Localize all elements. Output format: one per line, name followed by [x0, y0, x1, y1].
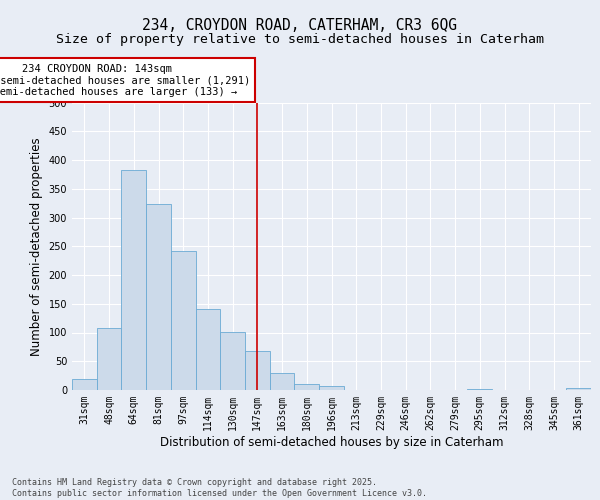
Bar	[196, 309, 220, 390]
Text: 234 CROYDON ROAD: 143sqm
← 91% of semi-detached houses are smaller (1,291)
9% of: 234 CROYDON ROAD: 143sqm ← 91% of semi-d…	[0, 64, 250, 97]
Bar	[171, 252, 196, 390]
Bar	[72, 378, 97, 390]
Text: Contains HM Land Registry data © Crown copyright and database right 2025.
Contai: Contains HM Land Registry data © Crown c…	[12, 478, 427, 498]
Text: Size of property relative to semi-detached houses in Caterham: Size of property relative to semi-detach…	[56, 32, 544, 46]
Bar	[245, 351, 270, 390]
Bar	[220, 332, 245, 390]
Bar	[270, 374, 295, 390]
Bar	[319, 386, 344, 390]
Bar	[97, 328, 121, 390]
Y-axis label: Number of semi-detached properties: Number of semi-detached properties	[30, 137, 43, 356]
Bar	[566, 388, 591, 390]
Bar	[467, 389, 492, 390]
Bar	[146, 204, 171, 390]
Bar	[295, 384, 319, 390]
Text: 234, CROYDON ROAD, CATERHAM, CR3 6QG: 234, CROYDON ROAD, CATERHAM, CR3 6QG	[143, 18, 458, 32]
Bar	[121, 170, 146, 390]
X-axis label: Distribution of semi-detached houses by size in Caterham: Distribution of semi-detached houses by …	[160, 436, 503, 448]
